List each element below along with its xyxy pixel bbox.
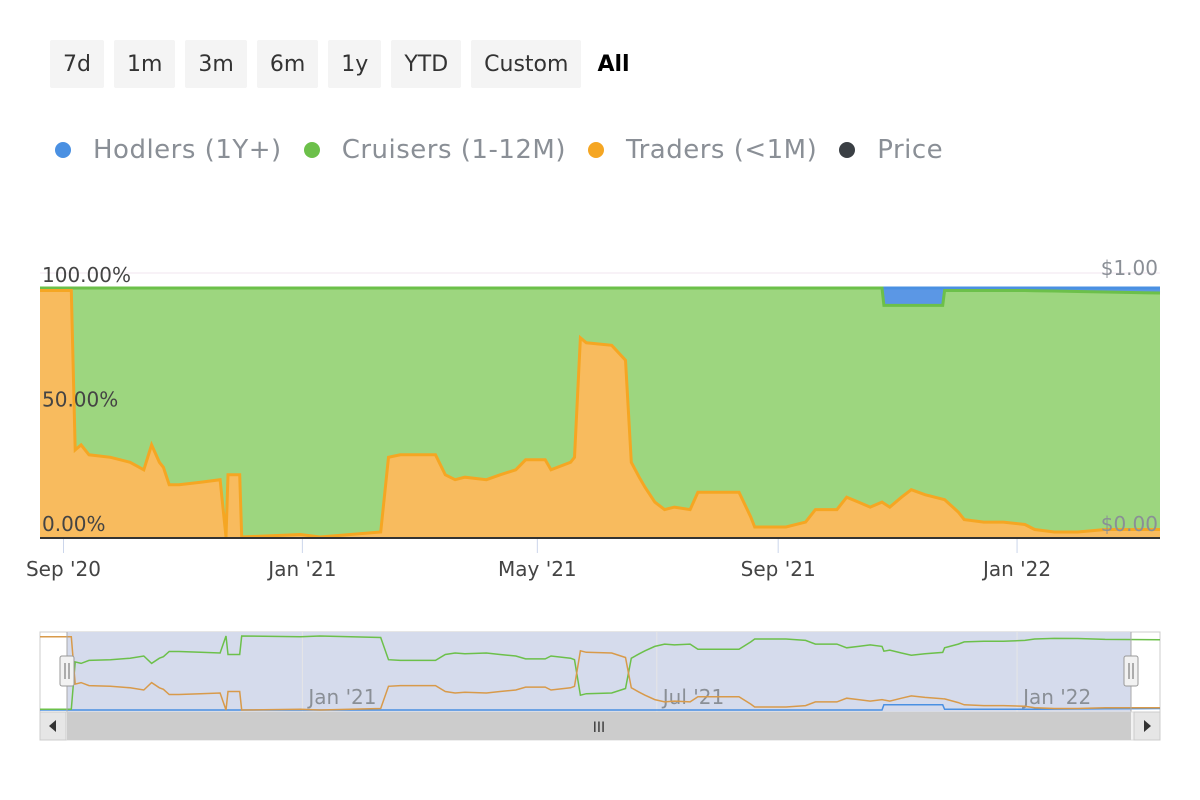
legend-item-2[interactable]: Cruisers (1-12M) <box>303 135 567 165</box>
y-tick-label-left: 0.00% <box>42 512 106 536</box>
y-tick-label-left: 100.00% <box>42 263 131 287</box>
range-button-custom[interactable]: Custom <box>471 40 582 88</box>
series-area-traders <box>40 290 1160 537</box>
x-tick-label: Jan '22 <box>981 557 1051 581</box>
y-tick-label-left: 50.00% <box>42 388 118 412</box>
range-button-6m[interactable]: 6m <box>256 40 319 88</box>
navigator-line-traders <box>40 635 1160 711</box>
series-line-traders <box>40 289 1160 539</box>
scroll-right-arrow-icon <box>1144 720 1151 732</box>
x-tick-label: May '21 <box>498 557 577 581</box>
scrollbar-grip-icon: III <box>593 720 605 736</box>
scrollbar-thumb[interactable] <box>67 712 1131 740</box>
range-selector: 7d 1m 3m 6m 1y YTD Custom All <box>50 40 636 88</box>
navigator-line-cruisers <box>40 635 1161 711</box>
legend-item-3[interactable]: Traders (<1M) <box>588 135 817 165</box>
series-area-cruisers <box>40 288 1160 537</box>
legend-label: Traders (<1M) <box>626 135 818 165</box>
legend-marker-icon <box>55 142 71 158</box>
legend-item-1[interactable]: Hodlers (1Y+) <box>55 135 282 165</box>
series-line-cruisers <box>40 286 1161 307</box>
legend-label: Cruisers (1-12M) <box>341 135 567 165</box>
x-tick-label: Sep '21 <box>741 557 816 581</box>
scroll-left-arrow-icon <box>49 720 56 732</box>
legend: Hodlers (1Y+) Cruisers (1-12M) Traders (<1… <box>55 128 965 172</box>
legend-marker-icon <box>303 142 320 158</box>
legend-label: Price <box>877 135 944 165</box>
navigator-line-hodlers <box>40 704 1161 711</box>
x-tick-label: Sep '20 <box>26 557 101 581</box>
navigator-x-tick-label: Jan '22 <box>1021 685 1091 709</box>
range-button-1m[interactable]: 1m <box>113 40 176 88</box>
legend-marker-icon <box>839 142 856 158</box>
range-button-ytd[interactable]: YTD <box>391 40 462 88</box>
legend-marker-icon <box>588 142 605 158</box>
legend-label: Hodlers (1Y+) <box>93 135 282 165</box>
legend-item-4[interactable]: Price <box>839 135 943 165</box>
range-button-3m[interactable]: 3m <box>185 40 247 88</box>
range-button-all[interactable]: All <box>597 51 630 77</box>
navigator-handle-left[interactable] <box>59 632 75 712</box>
navigator-handle-right[interactable] <box>1123 632 1139 712</box>
range-button-1y[interactable]: 1y <box>328 40 382 88</box>
navigator-x-tick-label: Jan '21 <box>306 685 376 709</box>
y-tick-label-right: $1.00 <box>1101 256 1158 280</box>
x-tick-label: Jan '21 <box>266 557 336 581</box>
y-tick-label-right: $0.00 <box>1101 512 1158 536</box>
range-button-7d[interactable]: 7d <box>50 40 104 88</box>
